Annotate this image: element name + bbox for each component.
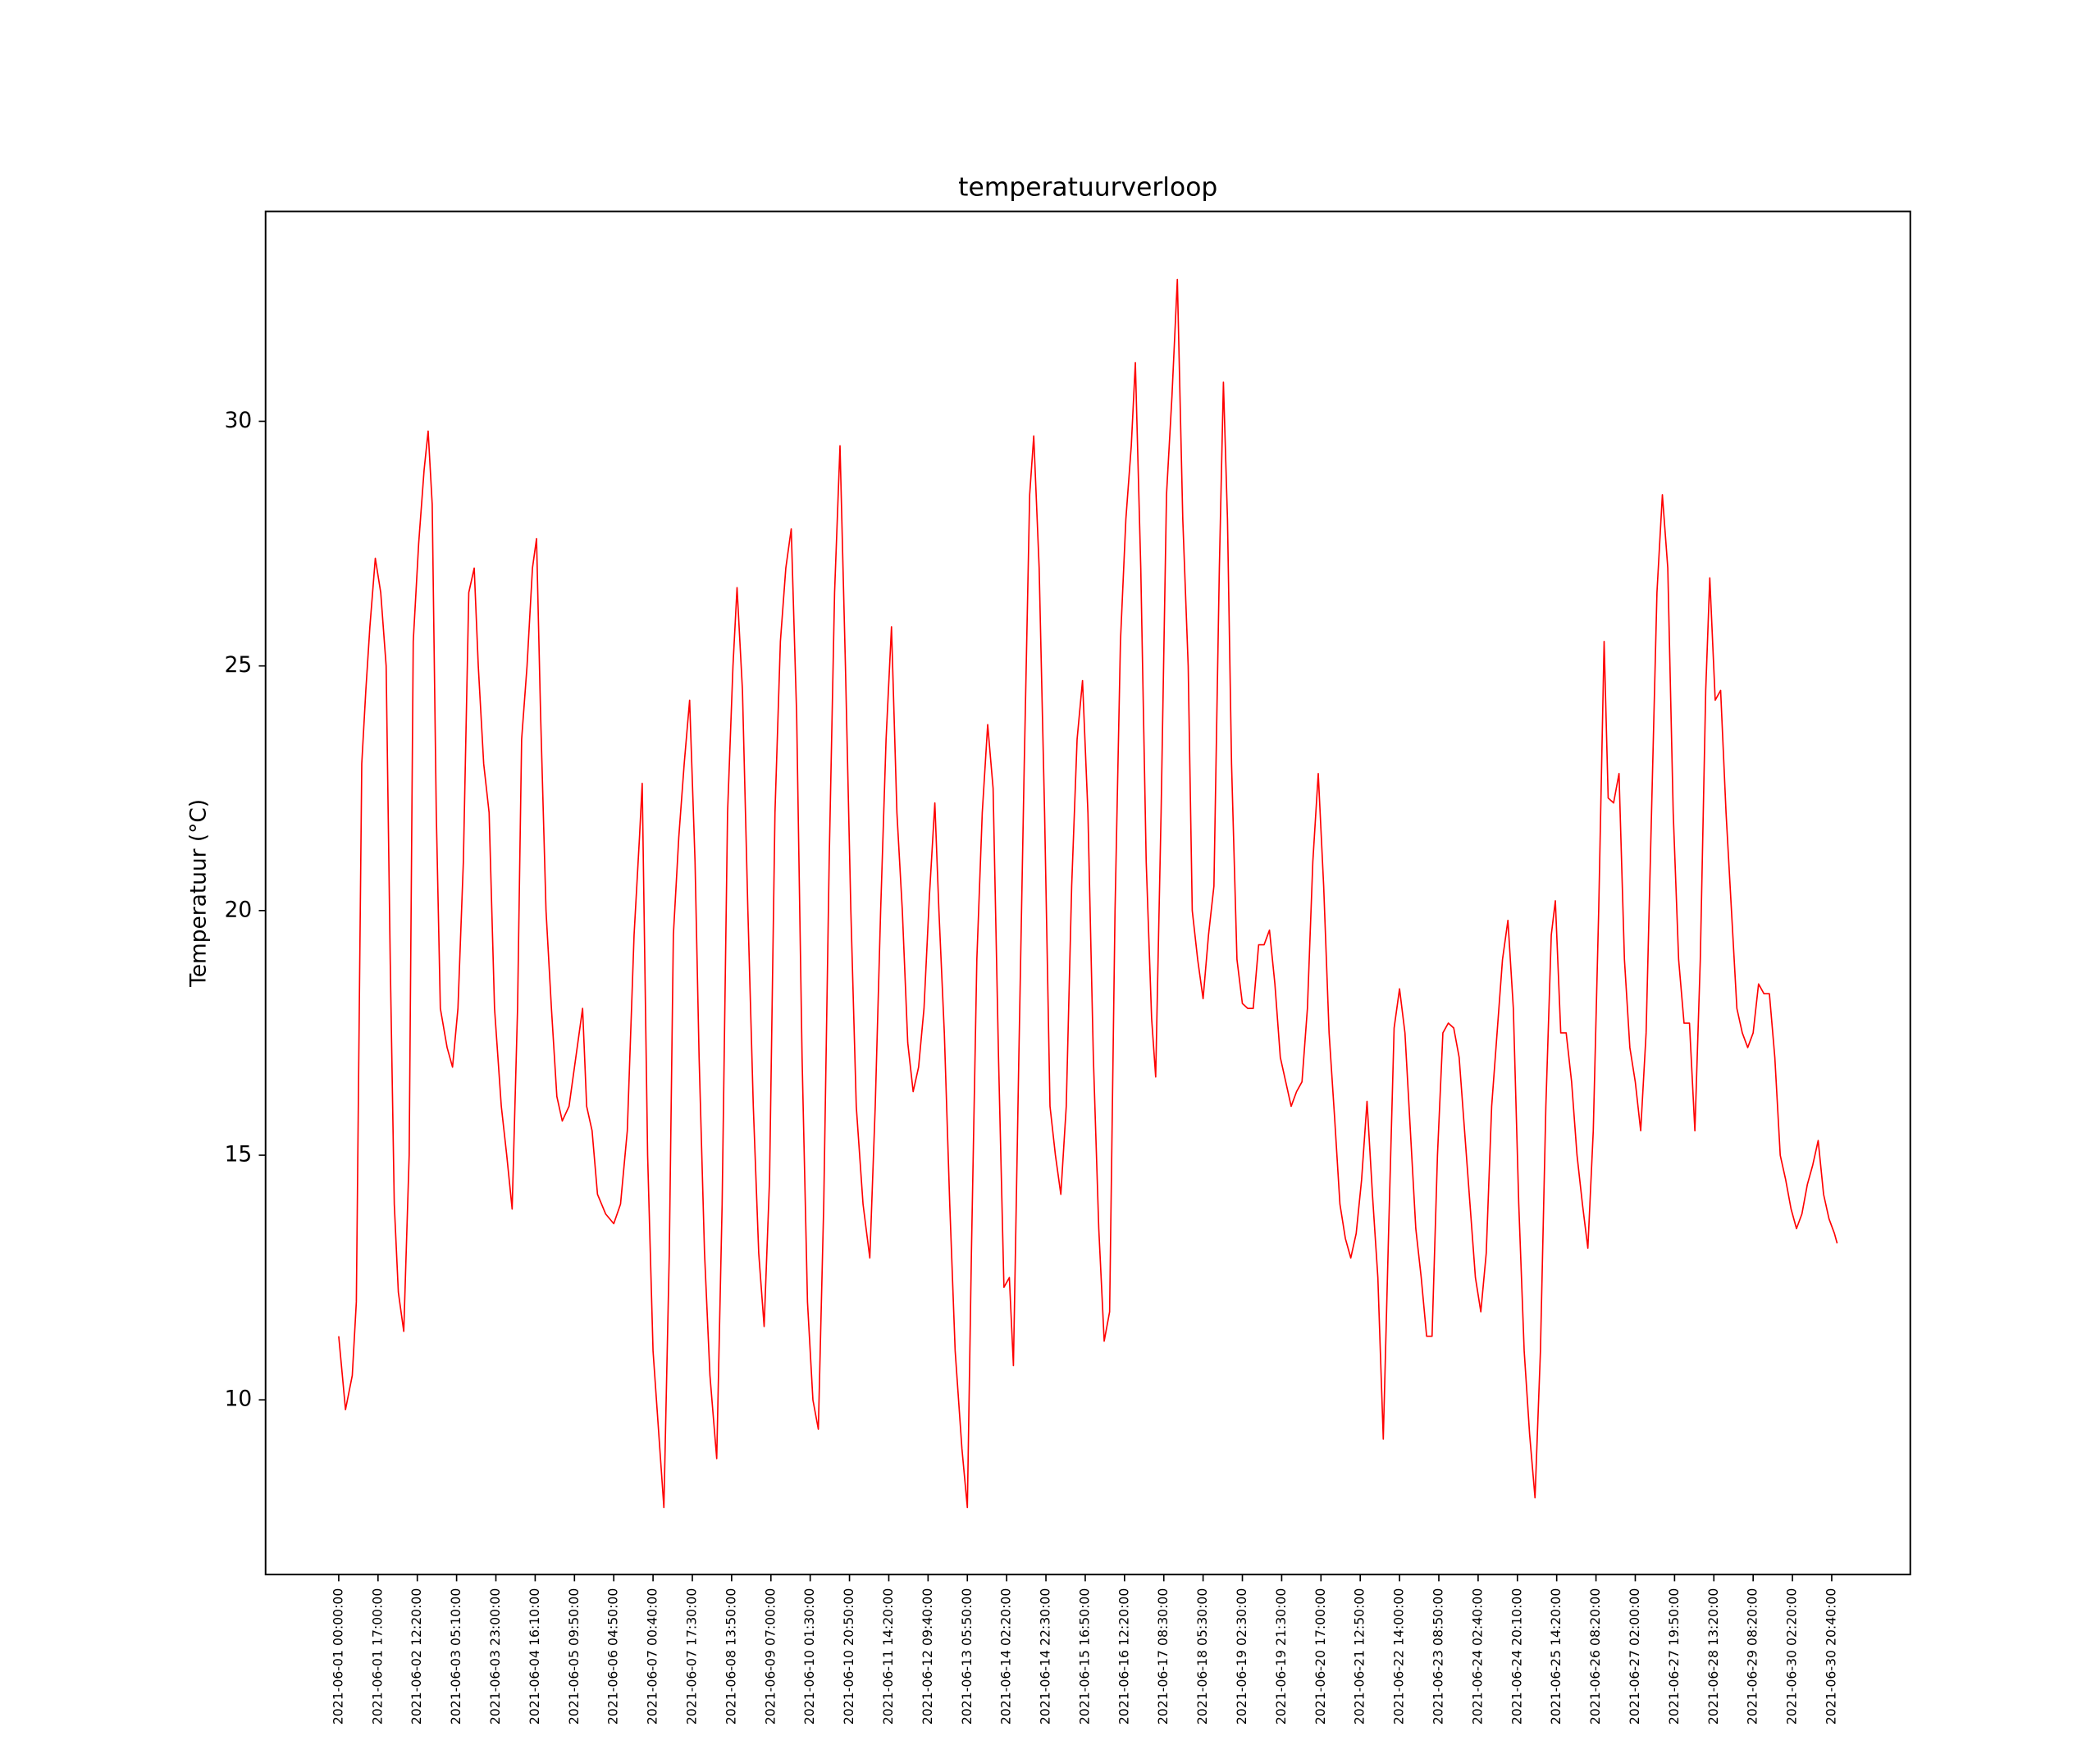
y-tick-label: 20	[225, 897, 253, 922]
x-tick-label: 2021-06-04 16:10:00	[527, 1588, 542, 1725]
x-tick-label: 2021-06-03 23:00:00	[487, 1588, 503, 1725]
x-tick-label: 2021-06-19 02:30:00	[1234, 1588, 1249, 1725]
x-tick-label: 2021-06-13 05:50:00	[959, 1588, 975, 1725]
y-axis-label: Temperatuur (°C)	[185, 799, 211, 988]
x-tick-label: 2021-06-03 05:10:00	[448, 1588, 463, 1725]
y-tick-label: 30	[225, 408, 253, 433]
x-tick-label: 2021-06-16 12:20:00	[1116, 1588, 1131, 1725]
x-tick-label: 2021-06-24 02:40:00	[1469, 1588, 1485, 1725]
temperature-line	[338, 278, 1838, 1509]
x-tick-label: 2021-06-30 20:40:00	[1823, 1588, 1838, 1725]
x-tick-label: 2021-06-14 02:20:00	[998, 1588, 1014, 1725]
x-tick-label: 2021-06-21 12:50:00	[1352, 1588, 1367, 1725]
x-tick-label: 2021-06-25 14:20:00	[1548, 1588, 1564, 1725]
chart-title: temperatuurverloop	[958, 173, 1217, 203]
x-tick-label: 2021-06-15 16:50:00	[1076, 1588, 1092, 1725]
x-tick-label: 2021-06-06 04:50:00	[605, 1588, 621, 1725]
x-tick-label: 2021-06-08 13:50:00	[723, 1588, 738, 1725]
x-tick-label: 2021-06-17 08:30:00	[1155, 1588, 1171, 1725]
x-tick-label: 2021-06-29 08:20:00	[1745, 1588, 1760, 1725]
x-tick-label: 2021-06-05 09:50:00	[566, 1588, 582, 1725]
y-tick-label: 15	[225, 1142, 253, 1167]
x-tick-label: 2021-06-28 13:20:00	[1705, 1588, 1721, 1725]
x-tick-label: 2021-06-22 14:00:00	[1391, 1588, 1407, 1725]
x-tick-label: 2021-06-27 02:00:00	[1627, 1588, 1642, 1725]
x-tick-label: 2021-06-14 22:30:00	[1038, 1588, 1053, 1725]
x-tick-label: 2021-06-10 20:50:00	[841, 1588, 856, 1725]
x-tick-label: 2021-06-07 00:40:00	[645, 1588, 660, 1725]
x-tick-label: 2021-06-26 08:20:00	[1587, 1588, 1603, 1725]
x-tick-label: 2021-06-11 14:20:00	[880, 1588, 896, 1725]
plot-frame	[264, 210, 1911, 1576]
x-tick-label: 2021-06-23 08:50:00	[1431, 1588, 1446, 1725]
y-tick-label: 10	[225, 1387, 253, 1412]
y-tick-label: 25	[225, 652, 253, 678]
x-tick-label: 2021-06-09 07:00:00	[762, 1588, 778, 1725]
x-tick-label: 2021-06-19 21:30:00	[1273, 1588, 1289, 1725]
x-tick-label: 2021-06-20 17:00:00	[1312, 1588, 1328, 1725]
x-tick-label: 2021-06-27 19:50:00	[1666, 1588, 1682, 1725]
x-tick-label: 2021-06-07 17:30:00	[683, 1588, 699, 1725]
x-tick-label: 2021-06-02 12:20:00	[409, 1588, 424, 1725]
x-tick-label: 2021-06-24 20:10:00	[1509, 1588, 1524, 1725]
x-tick-label: 2021-06-10 01:30:00	[801, 1588, 817, 1725]
x-tick-label: 2021-06-12 09:40:00	[920, 1588, 935, 1725]
x-tick-label: 2021-06-18 05:30:00	[1194, 1588, 1210, 1725]
x-tick-label: 2021-06-30 02:20:00	[1784, 1588, 1800, 1725]
x-tick-label: 2021-06-01 00:00:00	[330, 1588, 345, 1725]
x-tick-label: 2021-06-01 17:00:00	[369, 1588, 385, 1725]
